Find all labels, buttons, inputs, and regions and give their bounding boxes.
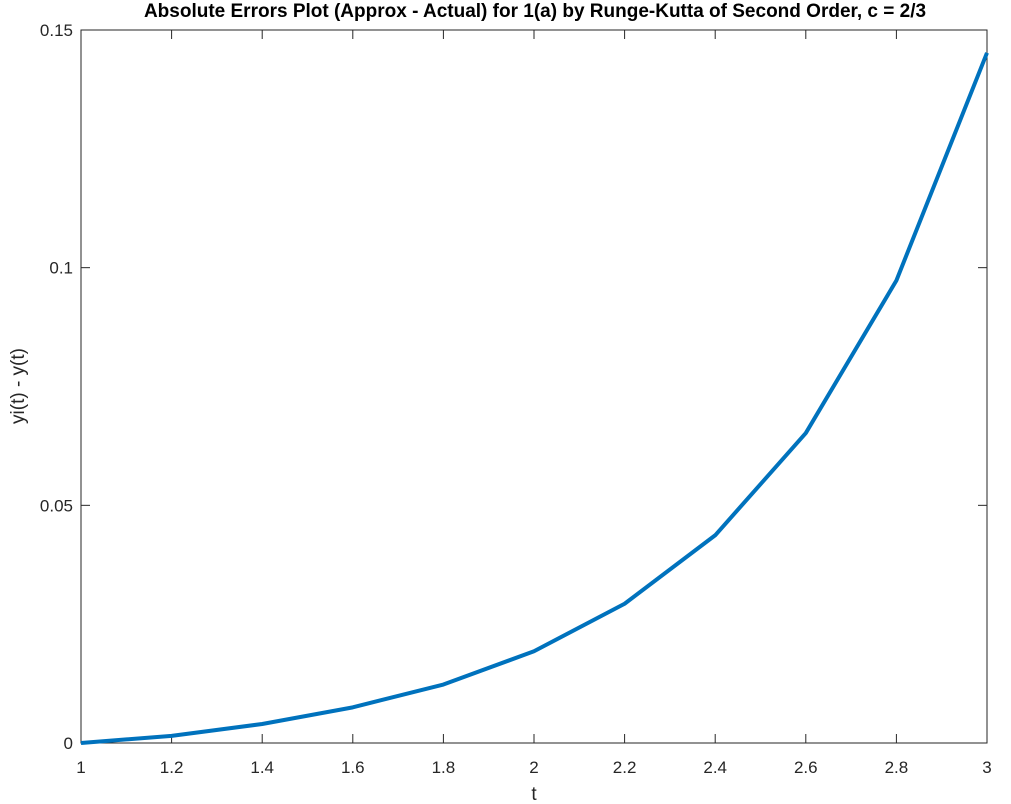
- x-tick-label: 2.8: [885, 758, 909, 777]
- x-axis-label: t: [531, 784, 537, 804]
- x-tick-label: 2.2: [613, 758, 637, 777]
- x-tick-label: 1.8: [432, 758, 456, 777]
- x-tick-label: 2.4: [703, 758, 727, 777]
- y-tick-label: 0.05: [40, 496, 73, 515]
- y-axis-label: yi(t) - y(t): [8, 348, 29, 424]
- x-tick-label: 1.4: [250, 758, 274, 777]
- y-tick-label: 0.15: [40, 21, 73, 40]
- x-tick-label: 1: [76, 758, 85, 777]
- series-line: [80, 52, 989, 745]
- x-tick-label: 3: [982, 758, 991, 777]
- chart-title: Absolute Errors Plot (Approx - Actual) f…: [144, 1, 926, 22]
- y-tick-label: 0: [64, 734, 73, 753]
- plot-area: 1 1.2 1.4 1.6 1.8 2 2.2 2.4 2.6 2.8 3 0 0.05 0.1 0.15: [40, 21, 992, 777]
- y-tick-label: 0.1: [49, 259, 73, 278]
- x-tick-label: 1.6: [341, 758, 365, 777]
- x-tick-label: 1.2: [160, 758, 184, 777]
- x-tick-label: 2.6: [794, 758, 818, 777]
- x-tick-label: 2: [529, 758, 538, 777]
- plot-box: [80, 29, 988, 744]
